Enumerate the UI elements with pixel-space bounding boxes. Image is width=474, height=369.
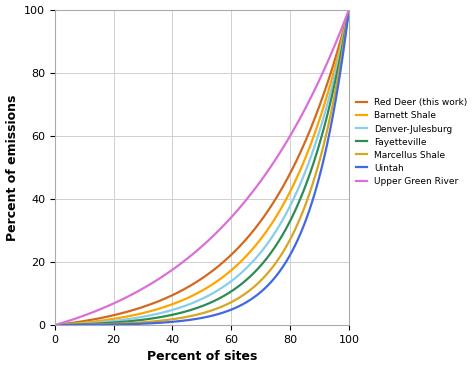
Barnett Shale	[211, 281, 217, 286]
Barnett Shale	[227, 269, 233, 274]
Denver-Julesburg	[211, 290, 217, 295]
Fayetteville	[227, 290, 233, 294]
Red Deer (this work)	[191, 281, 197, 285]
Marcellus Shale	[193, 313, 199, 317]
Uintah	[293, 241, 299, 246]
Denver-Julesburg	[191, 300, 197, 304]
Uintah	[211, 313, 217, 317]
Legend: Red Deer (this work), Barnett Shale, Denver-Julesburg, Fayetteville, Marcellus S: Red Deer (this work), Barnett Shale, Den…	[356, 99, 468, 186]
Fayetteville	[293, 207, 299, 211]
Line: Upper Green River: Upper Green River	[55, 10, 349, 325]
Line: Red Deer (this work): Red Deer (this work)	[55, 10, 349, 325]
Fayetteville	[191, 307, 197, 311]
Red Deer (this work)	[227, 254, 233, 258]
Barnett Shale	[346, 7, 352, 12]
Uintah	[193, 317, 199, 321]
Line: Barnett Shale: Barnett Shale	[55, 10, 349, 325]
Upper Green River	[211, 233, 217, 237]
Red Deer (this work)	[293, 160, 299, 164]
Uintah	[52, 323, 58, 327]
Barnett Shale	[339, 38, 345, 42]
Fayetteville	[346, 7, 352, 12]
Upper Green River	[227, 217, 233, 221]
Marcellus Shale	[191, 313, 197, 317]
Marcellus Shale	[227, 301, 233, 305]
Barnett Shale	[191, 293, 197, 297]
Y-axis label: Percent of emissions: Percent of emissions	[6, 94, 18, 241]
Marcellus Shale	[346, 7, 352, 12]
Fayetteville	[52, 323, 58, 327]
Uintah	[227, 308, 233, 313]
Barnett Shale	[193, 292, 199, 296]
Red Deer (this work)	[211, 268, 217, 272]
Denver-Julesburg	[346, 7, 352, 12]
Marcellus Shale	[339, 53, 345, 58]
Red Deer (this work)	[346, 7, 352, 12]
Upper Green River	[346, 7, 352, 12]
Denver-Julesburg	[52, 323, 58, 327]
Upper Green River	[52, 323, 58, 327]
Fayetteville	[193, 306, 199, 310]
Upper Green River	[193, 249, 199, 254]
Red Deer (this work)	[193, 280, 199, 284]
Line: Uintah: Uintah	[55, 10, 349, 325]
Fayetteville	[339, 46, 345, 51]
Barnett Shale	[52, 323, 58, 327]
Red Deer (this work)	[52, 323, 58, 327]
X-axis label: Percent of sites: Percent of sites	[147, 351, 257, 363]
Denver-Julesburg	[193, 299, 199, 304]
Red Deer (this work)	[339, 34, 345, 38]
Barnett Shale	[293, 177, 299, 182]
Upper Green River	[293, 124, 299, 128]
Marcellus Shale	[293, 225, 299, 230]
Uintah	[339, 59, 345, 64]
Line: Denver-Julesburg: Denver-Julesburg	[55, 10, 349, 325]
Upper Green River	[191, 251, 197, 255]
Upper Green River	[339, 25, 345, 30]
Denver-Julesburg	[339, 42, 345, 46]
Denver-Julesburg	[227, 280, 233, 284]
Marcellus Shale	[52, 323, 58, 327]
Uintah	[191, 317, 197, 321]
Line: Fayetteville: Fayetteville	[55, 10, 349, 325]
Uintah	[346, 7, 352, 12]
Marcellus Shale	[211, 307, 217, 312]
Line: Marcellus Shale: Marcellus Shale	[55, 10, 349, 325]
Fayetteville	[211, 299, 217, 303]
Denver-Julesburg	[293, 192, 299, 196]
